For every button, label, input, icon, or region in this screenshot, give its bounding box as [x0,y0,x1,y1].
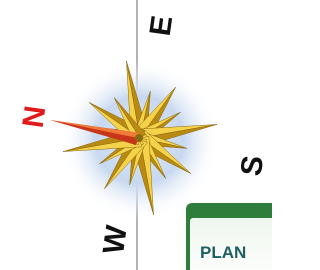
south-label: S [235,154,270,178]
button-label[interactable]: PLAN [200,243,246,262]
plan-button[interactable]: PLAN [186,203,272,270]
compass-scene: N E S W PLAN [0,0,272,270]
west-label: W [97,223,134,256]
compass-pivot [135,134,143,142]
east-label: E [144,14,179,38]
north-label: N [17,104,53,130]
page: N E S W PLAN (() => { const data = JSON.… [0,0,272,270]
